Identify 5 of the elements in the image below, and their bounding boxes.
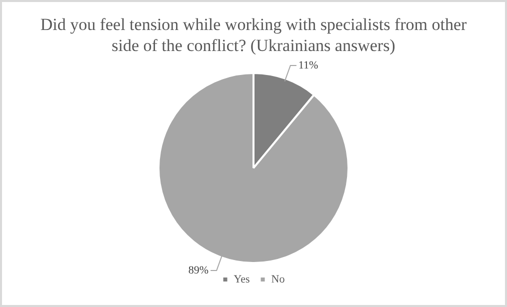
data-label: 89% (188, 264, 209, 276)
legend-label: Yes (234, 273, 250, 286)
legend-label: No (271, 273, 286, 286)
chart-title: Did you feel tension while working with specialists from other side of the conflict? (Ukrainians answers) (39, 14, 468, 56)
data-label: 11% (298, 59, 318, 72)
